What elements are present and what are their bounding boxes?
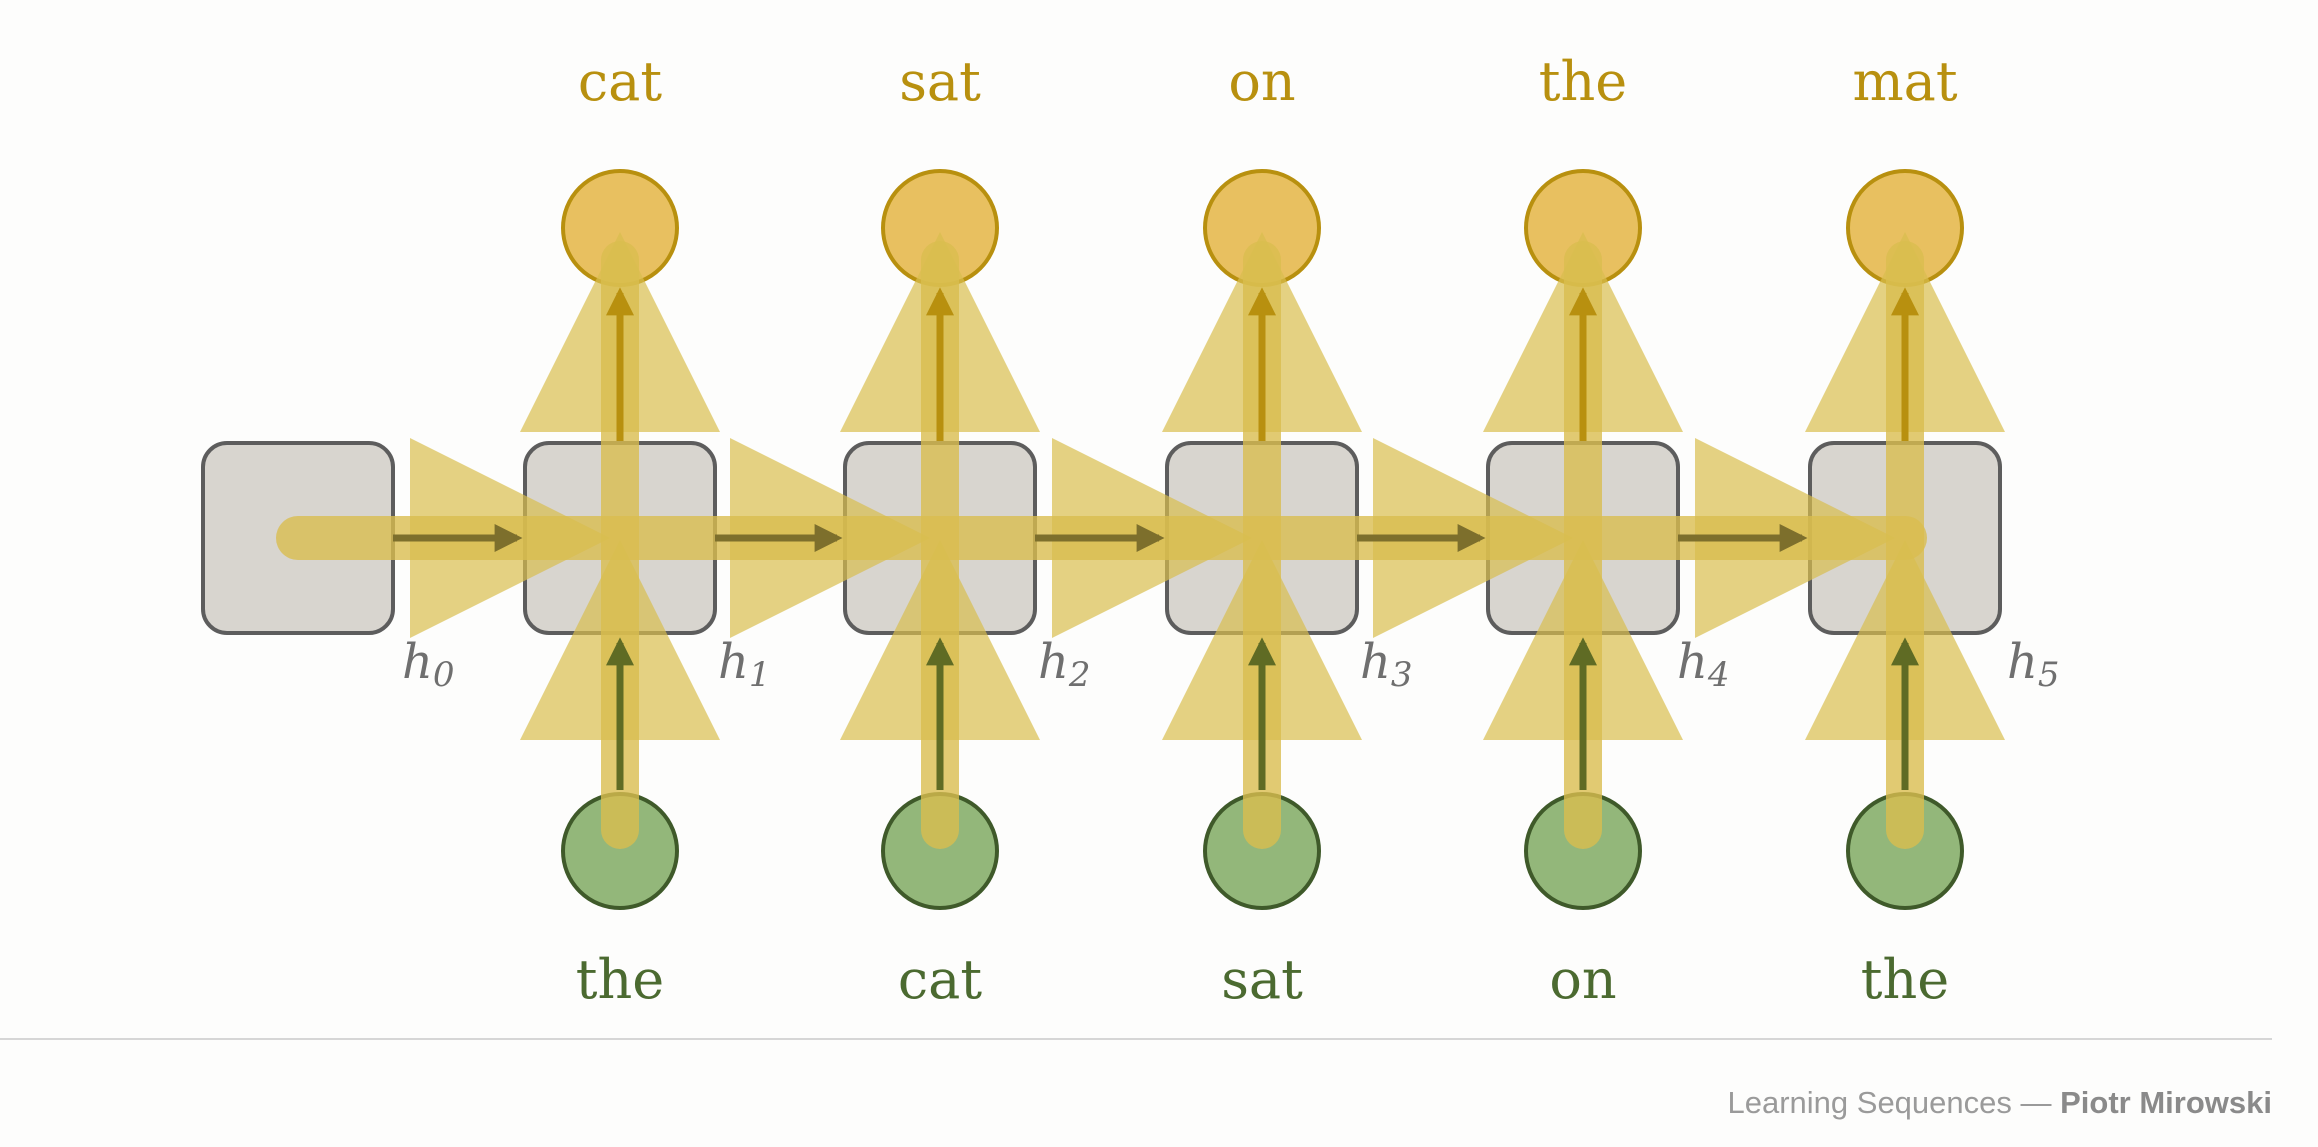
- footer-author: Piotr Mirowski: [2060, 1085, 2272, 1120]
- input-word-2: cat: [898, 948, 982, 1011]
- input-word-3: sat: [1221, 948, 1303, 1011]
- hidden-state-label-5: h5: [2007, 634, 2060, 695]
- highlight-layer: [276, 232, 2005, 849]
- arrow-layer: [393, 287, 1919, 790]
- footer-title: Learning Sequences —: [1727, 1085, 2061, 1120]
- footer-divider: [0, 1038, 2272, 1040]
- hidden-state-label-3: h3: [1360, 634, 1413, 695]
- footer-caption: Learning Sequences — Piotr Mirowski: [1728, 1085, 2273, 1121]
- hidden-state-letter: h: [1360, 634, 1391, 690]
- hidden-state-index: 1: [749, 655, 771, 695]
- hidden-state-index: 3: [1391, 655, 1413, 695]
- hidden-state-index: 0: [433, 655, 455, 695]
- hidden-state-letter: h: [1677, 634, 1708, 690]
- hidden-state-letter: h: [718, 634, 749, 690]
- hidden-state-label-0: h0: [402, 634, 455, 695]
- hidden-state-letter: h: [1038, 634, 1069, 690]
- hidden-state-letter: h: [402, 634, 433, 690]
- input-word-4: on: [1549, 948, 1616, 1011]
- output-word-5: mat: [1852, 50, 1957, 113]
- hidden-state-index: 5: [2038, 655, 2060, 695]
- hidden-state-letter: h: [2007, 634, 2038, 690]
- output-word-1: cat: [578, 50, 662, 113]
- output-word-2: sat: [899, 50, 981, 113]
- hidden-state-label-1: h1: [718, 634, 771, 695]
- output-word-4: the: [1539, 50, 1627, 113]
- hidden-state-label-2: h2: [1038, 634, 1091, 695]
- hidden-state-index: 4: [1707, 655, 1730, 695]
- input-word-5: the: [1861, 948, 1949, 1011]
- hidden-state-label-4: h4: [1677, 634, 1730, 695]
- input-word-1: the: [576, 948, 664, 1011]
- output-word-3: on: [1228, 50, 1295, 113]
- hidden-state-index: 2: [1068, 655, 1091, 695]
